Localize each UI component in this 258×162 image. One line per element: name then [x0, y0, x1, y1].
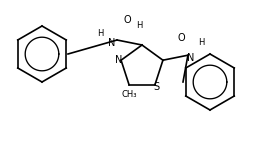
Text: O: O [177, 33, 185, 43]
Text: CH₃: CH₃ [121, 90, 137, 99]
Text: N: N [115, 55, 123, 65]
Text: H: H [136, 21, 142, 29]
Text: N: N [187, 53, 195, 63]
Text: H: H [97, 29, 103, 37]
Text: O: O [123, 15, 131, 25]
Text: H: H [198, 38, 204, 47]
Text: N: N [108, 38, 116, 48]
Text: S: S [154, 82, 160, 92]
